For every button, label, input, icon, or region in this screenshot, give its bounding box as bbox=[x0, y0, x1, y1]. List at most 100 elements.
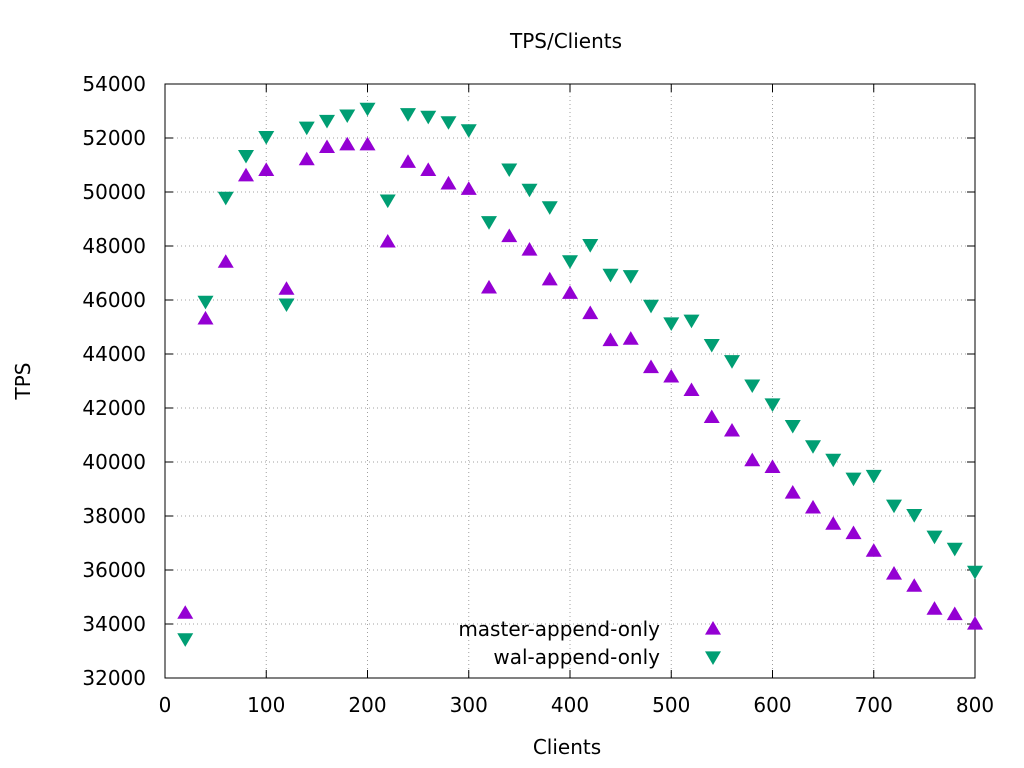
point-master-append-only bbox=[562, 285, 578, 299]
point-master-append-only bbox=[379, 233, 396, 248]
point-wal-append-only bbox=[926, 530, 943, 545]
point-master-append-only bbox=[541, 271, 558, 286]
point-master-append-only bbox=[197, 310, 214, 325]
point-wal-append-only bbox=[582, 239, 599, 253]
y-tick-label: 48000 bbox=[82, 234, 146, 258]
point-master-append-only bbox=[825, 516, 842, 530]
point-master-append-only bbox=[744, 452, 761, 467]
point-master-append-only bbox=[622, 331, 639, 345]
point-wal-append-only bbox=[744, 379, 761, 394]
point-master-append-only bbox=[643, 359, 659, 374]
point-wal-append-only bbox=[319, 114, 335, 129]
point-wal-append-only bbox=[886, 499, 902, 514]
point-master-append-only bbox=[845, 525, 862, 540]
point-wal-append-only bbox=[906, 509, 923, 523]
point-wal-append-only bbox=[501, 163, 518, 178]
y-tick-label: 44000 bbox=[82, 342, 146, 366]
point-wal-append-only bbox=[845, 472, 862, 487]
y-tick-labels: 32000 34000 36000 38000 40000 42000 44000 46000… bbox=[82, 72, 146, 690]
y-tick-label: 32000 bbox=[82, 666, 146, 690]
point-wal-append-only bbox=[481, 216, 497, 230]
point-master-append-only bbox=[582, 305, 599, 320]
series-master-append-only bbox=[177, 136, 983, 630]
point-wal-append-only bbox=[217, 191, 234, 206]
point-wal-append-only bbox=[663, 317, 680, 331]
point-master-append-only bbox=[926, 601, 943, 615]
point-master-append-only bbox=[481, 279, 497, 294]
point-master-append-only bbox=[886, 566, 902, 580]
point-wal-append-only bbox=[622, 270, 639, 284]
point-master-append-only bbox=[906, 578, 923, 592]
y-tick-label: 42000 bbox=[82, 396, 146, 420]
point-wal-append-only bbox=[298, 121, 315, 136]
point-master-append-only bbox=[420, 162, 437, 176]
y-tick-label: 36000 bbox=[82, 558, 146, 582]
point-master-append-only bbox=[258, 162, 275, 176]
point-master-append-only bbox=[460, 181, 477, 195]
point-master-append-only bbox=[663, 368, 680, 383]
legend-label-wal-append-only: wal-append-only bbox=[493, 645, 660, 669]
point-wal-append-only bbox=[805, 440, 821, 454]
plot-frame bbox=[164, 83, 976, 679]
point-master-append-only bbox=[501, 228, 518, 243]
y-tick-label: 54000 bbox=[82, 72, 146, 96]
point-master-append-only bbox=[967, 616, 983, 630]
point-wal-append-only bbox=[541, 201, 558, 215]
x-tick-labels: 0 100 200 300 400 500 600 700 800 bbox=[159, 693, 994, 717]
legend-marker-master-append-only bbox=[705, 621, 721, 635]
point-wal-append-only bbox=[420, 110, 437, 125]
x-tick-label: 600 bbox=[753, 693, 791, 717]
point-wal-append-only bbox=[703, 338, 720, 353]
y-tick-label: 50000 bbox=[82, 180, 146, 204]
point-wal-append-only bbox=[400, 108, 416, 122]
point-master-append-only bbox=[865, 543, 882, 557]
x-tick-label: 800 bbox=[956, 693, 994, 717]
y-tick-label: 40000 bbox=[82, 450, 146, 474]
y-tick-label: 34000 bbox=[82, 612, 146, 636]
point-master-append-only bbox=[400, 154, 416, 168]
point-wal-append-only bbox=[177, 633, 194, 647]
x-axis-label: Clients bbox=[533, 735, 601, 759]
legend-label-master-append-only: master-append-only bbox=[458, 617, 660, 641]
grid-lines bbox=[165, 84, 975, 678]
point-master-append-only bbox=[278, 281, 295, 295]
point-master-append-only bbox=[217, 254, 234, 268]
point-wal-append-only bbox=[359, 102, 376, 117]
point-wal-append-only bbox=[683, 314, 700, 329]
x-tick-label: 700 bbox=[855, 693, 893, 717]
x-tick-label: 0 bbox=[159, 693, 172, 717]
point-master-append-only bbox=[683, 382, 700, 397]
x-tick-label: 500 bbox=[652, 693, 690, 717]
point-wal-append-only bbox=[440, 116, 457, 130]
point-wal-append-only bbox=[724, 355, 740, 369]
chart-title: TPS/Clients bbox=[509, 29, 622, 53]
data-points bbox=[177, 102, 983, 647]
legend-marker-wal-append-only bbox=[705, 651, 721, 665]
point-master-append-only bbox=[298, 151, 315, 166]
x-tick-label: 200 bbox=[348, 693, 386, 717]
point-master-append-only bbox=[724, 422, 740, 437]
point-wal-append-only bbox=[562, 255, 578, 269]
point-master-append-only bbox=[784, 485, 801, 499]
point-master-append-only bbox=[521, 242, 538, 256]
point-master-append-only bbox=[177, 605, 194, 619]
y-axis-label: TPS bbox=[11, 363, 35, 401]
point-wal-append-only bbox=[238, 149, 254, 164]
point-wal-append-only bbox=[278, 298, 295, 313]
point-master-append-only bbox=[238, 167, 254, 182]
x-tick-label: 400 bbox=[551, 693, 589, 717]
point-wal-append-only bbox=[258, 131, 275, 145]
point-master-append-only bbox=[359, 136, 376, 151]
point-master-append-only bbox=[602, 332, 619, 347]
y-tick-label: 46000 bbox=[82, 288, 146, 312]
point-wal-append-only bbox=[865, 469, 882, 484]
point-wal-append-only bbox=[967, 565, 983, 580]
x-tick-label: 300 bbox=[450, 693, 488, 717]
point-wal-append-only bbox=[339, 109, 356, 124]
point-master-append-only bbox=[946, 606, 963, 621]
point-wal-append-only bbox=[784, 419, 801, 434]
point-master-append-only bbox=[703, 409, 720, 424]
point-master-append-only bbox=[319, 139, 335, 154]
point-wal-append-only bbox=[643, 299, 659, 314]
